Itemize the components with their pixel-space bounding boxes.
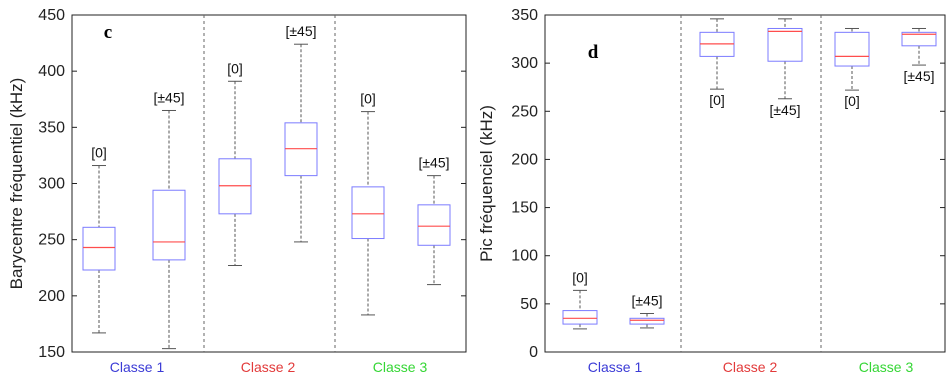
- panel-d-category-label: Classe 3: [859, 359, 914, 375]
- panel-c-y-axis-label: Barycentre fréquentiel (kHz): [7, 78, 26, 290]
- panel-d-box-annotation: [±45]: [903, 68, 934, 84]
- panel-d-box: [562, 310, 598, 325]
- panel-d-box-annotation: [0]: [709, 92, 725, 108]
- panel-c-box-annotation: [±45]: [285, 23, 316, 39]
- panel-d-box: [901, 31, 937, 47]
- panel-c-box-annotation: [0]: [360, 91, 376, 107]
- panel-d-box-annotation: [0]: [844, 93, 860, 109]
- panel-d-box: [834, 31, 870, 67]
- panel-c-category-label: Classe 2: [241, 359, 296, 375]
- panel-c-category-label: Classe 1: [110, 359, 165, 375]
- panel-d-category-label: Classe 1: [588, 359, 643, 375]
- panel-d-y-tick-label: 0: [529, 344, 538, 361]
- panel-c-y-tick-label: 300: [38, 176, 65, 193]
- panel-c-category-label: Classe 3: [373, 359, 428, 375]
- panel-c-box-annotation: [±45]: [418, 155, 449, 171]
- panel-d-box-annotation: [0]: [572, 269, 588, 285]
- panel-d-box-annotation: [±45]: [769, 102, 800, 118]
- panel-c-box: [351, 186, 385, 240]
- panel-c-y-tick-label: 450: [38, 7, 65, 24]
- panel-c-plot-frame: [71, 14, 467, 353]
- panel-c-y-tick-label: 350: [38, 119, 65, 136]
- panel-d-plot-frame: [544, 14, 946, 353]
- panel-c-box-annotation: [0]: [227, 60, 243, 76]
- panel-d-box: [767, 27, 803, 62]
- panel-c-y-tick-label: 200: [38, 288, 65, 305]
- panel-c-panel-letter: c: [104, 22, 112, 43]
- panel-d-panel-letter: d: [588, 42, 599, 63]
- panel-c-box-annotation: [±45]: [153, 89, 184, 105]
- panel-c-box-annotation: [0]: [91, 145, 107, 161]
- panel-c-box: [152, 189, 186, 261]
- panel-d-box-annotation: [±45]: [631, 292, 662, 308]
- panel-c-y-tick-label: 400: [38, 63, 65, 80]
- panel-d-y-tick-label: 100: [511, 248, 538, 265]
- panel-d-y-tick-label: 350: [511, 7, 538, 24]
- panel-d-category-label: Classe 2: [723, 359, 778, 375]
- panel-d-y-tick-label: 250: [511, 103, 538, 120]
- panel-d-y-tick-label: 50: [520, 296, 538, 313]
- panel-c-box: [82, 226, 116, 271]
- panel-c-box: [417, 204, 451, 246]
- panel-c-y-tick-label: 150: [38, 344, 65, 361]
- panel-d-y-tick-label: 150: [511, 200, 538, 217]
- panel-c-y-tick-label: 250: [38, 232, 65, 249]
- panel-d-y-tick-label: 300: [511, 55, 538, 72]
- panel-d-box: [629, 317, 665, 325]
- panel-d-y-tick-label: 200: [511, 151, 538, 168]
- panel-d-y-axis-label: Pic fréquenciel (kHz): [477, 105, 496, 262]
